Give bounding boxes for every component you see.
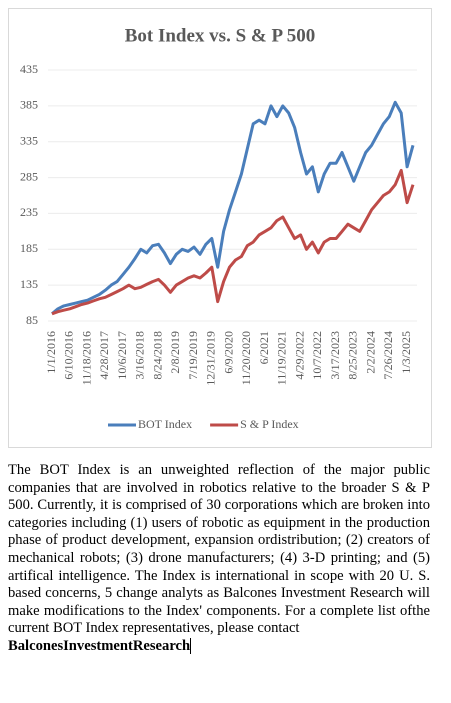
series-line bbox=[51, 100, 415, 315]
x-tick-label: 8/25/2023 bbox=[346, 331, 360, 380]
x-tick-label: 1/1/2016 bbox=[44, 331, 58, 374]
y-tick-label: 285 bbox=[20, 169, 38, 183]
x-tick-label: 2/2/2024 bbox=[363, 331, 377, 374]
x-tick-label: 11/18/2016 bbox=[79, 331, 93, 385]
y-tick-label: 85 bbox=[26, 313, 38, 327]
paragraph: The BOT Index is an unweighted reflectio… bbox=[8, 462, 430, 637]
legend-label: BOT Index bbox=[138, 417, 192, 431]
x-tick-label: 1/3/2025 bbox=[399, 331, 413, 374]
x-tick-label: 2/8/2019 bbox=[168, 331, 182, 374]
chart-title: Bot Index vs. S & P 500 bbox=[125, 25, 316, 46]
x-tick-label: 6/10/2016 bbox=[62, 331, 76, 380]
y-tick-label: 135 bbox=[20, 277, 38, 291]
x-tick-label: 4/28/2017 bbox=[97, 331, 111, 380]
x-tick-label: 3/16/2018 bbox=[133, 331, 147, 380]
x-tick-label: 12/31/2019 bbox=[204, 331, 218, 386]
x-tick-label: 7/26/2024 bbox=[381, 331, 395, 380]
y-tick-label: 335 bbox=[20, 133, 38, 147]
x-tick-label: 10/6/2017 bbox=[115, 331, 129, 380]
x-tick-label: 4/29/2022 bbox=[292, 331, 306, 380]
x-tick-label: 6/2021 bbox=[257, 331, 271, 364]
contact-link[interactable]: BalconesInvestmentResearch bbox=[8, 637, 192, 654]
chart: Bot Index vs. S & P 500 85 135 185 235 285 33… bbox=[8, 8, 432, 448]
x-tick-label: 11/19/2021 bbox=[275, 331, 289, 385]
legend-label: S & P Index bbox=[240, 417, 299, 431]
y-tick-label: 435 bbox=[20, 62, 38, 76]
series-line bbox=[51, 168, 415, 316]
description: The BOT Index is an unweighted reflectio… bbox=[8, 462, 430, 656]
chart-border bbox=[8, 8, 432, 448]
x-tick-label: 7/19/2019 bbox=[186, 331, 200, 380]
y-tick-label: 385 bbox=[20, 98, 38, 112]
x-tick-label: 10/7/2022 bbox=[310, 331, 324, 380]
x-tick-label: 11/20/2020 bbox=[239, 331, 253, 385]
y-tick-label: 235 bbox=[20, 205, 38, 219]
x-tick-label: 8/24/2018 bbox=[150, 331, 164, 380]
x-tick-label: 6/9/2020 bbox=[221, 331, 235, 374]
x-tick-label: 3/17/2023 bbox=[328, 331, 342, 380]
y-tick-label: 185 bbox=[20, 241, 38, 255]
